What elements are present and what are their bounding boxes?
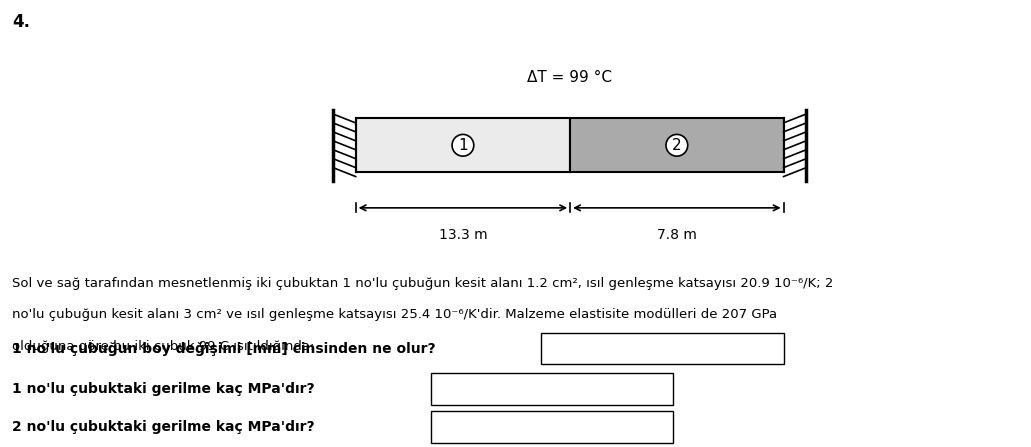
Text: olduğuna göre bu iki çubuk 99 C ısıtıldığında:: olduğuna göre bu iki çubuk 99 C ısıtıldı… — [12, 340, 314, 353]
Text: 1 no'lu çubuğun boy değişimi [mm] cinsinden ne olur?: 1 no'lu çubuğun boy değişimi [mm] cinsin… — [12, 342, 436, 356]
Text: 1: 1 — [458, 138, 468, 153]
Bar — [356, 118, 570, 172]
Bar — [431, 373, 673, 405]
Bar — [431, 411, 673, 443]
Bar — [570, 118, 784, 172]
Text: 2 no'lu çubuktaki gerilme kaç MPa'dır?: 2 no'lu çubuktaki gerilme kaç MPa'dır? — [12, 420, 315, 434]
Text: 1 no'lu çubuktaki gerilme kaç MPa'dır?: 1 no'lu çubuktaki gerilme kaç MPa'dır? — [12, 382, 315, 396]
Text: 4.: 4. — [12, 13, 30, 31]
Text: ΔT = 99 °C: ΔT = 99 °C — [527, 70, 612, 85]
Text: 2: 2 — [672, 138, 681, 153]
Text: 13.3 m: 13.3 m — [438, 228, 488, 242]
Text: no'lu çubuğun kesit alanı 3 cm² ve ısıl genleşme katsayısı 25.4 10⁻⁶/K'dir. Malz: no'lu çubuğun kesit alanı 3 cm² ve ısıl … — [12, 308, 777, 321]
Text: 7.8 m: 7.8 m — [657, 228, 697, 242]
Text: Sol ve sağ tarafından mesnetlenmiş iki çubuktan 1 no'lu çubuğun kesit alanı 1.2 : Sol ve sağ tarafından mesnetlenmiş iki ç… — [12, 277, 834, 290]
Bar — [541, 333, 784, 364]
